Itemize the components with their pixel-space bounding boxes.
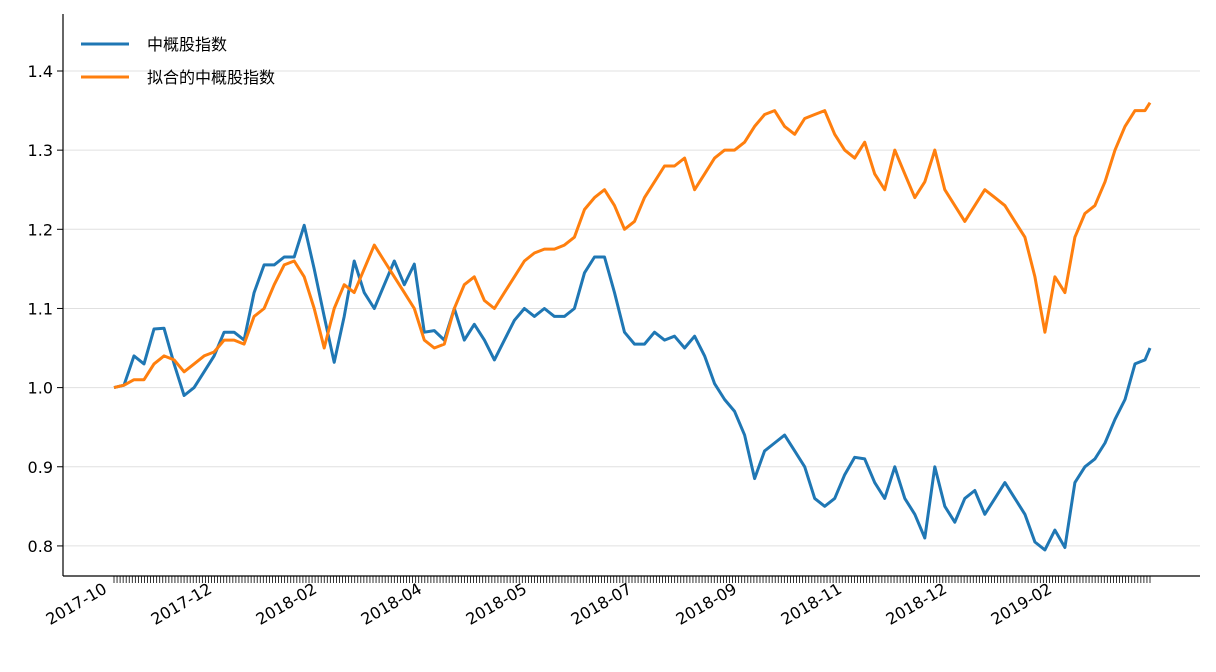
x-tick-label: 2018-05 (463, 579, 530, 629)
series-lines (113, 101, 1152, 552)
series-line-2 (113, 101, 1152, 390)
axes (62, 14, 1200, 577)
x-tick-label: 2017-12 (148, 579, 215, 629)
x-tick-label: 2018-04 (358, 579, 425, 629)
y-tick-label: 0.8 (28, 537, 53, 556)
y-tick-label: 1.1 (28, 299, 53, 318)
x-tick-label: 2018-11 (778, 579, 845, 629)
x-tick-label: 2017-10 (43, 579, 110, 629)
series-line-1 (113, 223, 1152, 552)
x-tick-label: 2018-12 (883, 579, 950, 629)
x-tick-label: 2018-02 (253, 579, 320, 629)
x-tick-label: 2019-02 (988, 579, 1055, 629)
y-tick-label: 1.2 (28, 220, 53, 239)
x-ticks: 2017-10 2017-12 2018-02 2018-04 2018-05 2018-… (43, 576, 1151, 629)
y-tick-label: 0.9 (28, 458, 53, 477)
x-tick-label: 2018-07 (568, 579, 635, 629)
y-tick-label: 1.0 (28, 379, 53, 398)
legend: 中概股指数 拟合的中概股指数 (81, 35, 275, 87)
legend-label-series-2: 拟合的中概股指数 (147, 68, 275, 87)
legend-label-series-1: 中概股指数 (147, 35, 227, 54)
gridlines (63, 70, 1200, 547)
y-tick-label: 1.3 (28, 141, 53, 160)
y-ticks: 0.8 0.9 1.0 1.1 1.2 1.3 1.4 (28, 62, 63, 556)
y-tick-label: 1.4 (28, 62, 53, 81)
x-tick-label: 2018-09 (673, 579, 740, 629)
